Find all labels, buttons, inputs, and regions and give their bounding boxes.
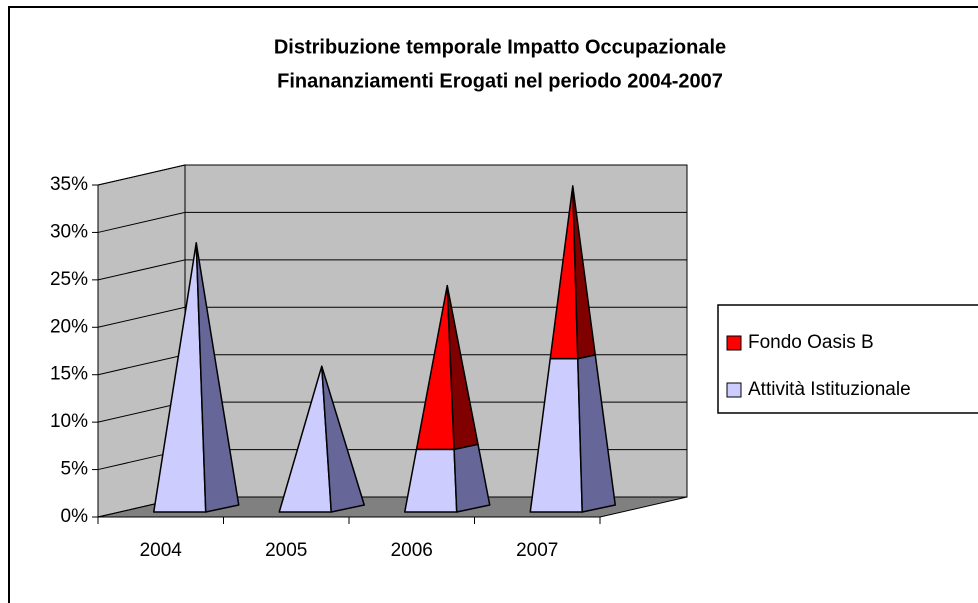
grid-line (97, 259, 687, 281)
x-tick-label: 2005 (265, 540, 307, 561)
chart-title: Finananziamenti Erogati nel periodo 2004… (277, 70, 723, 92)
x-tick-label: 2004 (140, 540, 183, 561)
y-tick-label: 35% (50, 174, 88, 195)
legend-label: Attività Istituzionale (748, 379, 911, 400)
x-tick-label: 2007 (516, 540, 558, 561)
pyramid-segment-side (446, 284, 479, 451)
pyramid-segment-side (321, 365, 365, 513)
x-tick-label: 2006 (391, 540, 433, 561)
chart-title: Distribuzione temporale Impatto Occupazi… (274, 36, 726, 58)
legend (717, 304, 978, 414)
grid-line (97, 306, 687, 328)
legend-swatch (726, 335, 742, 351)
y-tick-label: 20% (50, 316, 88, 337)
y-tick-label: 10% (50, 411, 88, 432)
grid-line (97, 164, 687, 186)
pyramid-segment-side (572, 185, 596, 360)
legend-label: Fondo Oasis B (748, 332, 874, 353)
y-tick-label: 30% (50, 221, 88, 242)
grid-line (97, 211, 687, 233)
y-tick-label: 25% (50, 269, 88, 290)
y-tick-label: 15% (50, 364, 88, 385)
y-tick-label: 5% (61, 459, 89, 480)
pyramid-segment-side (195, 242, 240, 513)
y-tick-label: 0% (61, 506, 89, 527)
legend-swatch (726, 382, 742, 398)
